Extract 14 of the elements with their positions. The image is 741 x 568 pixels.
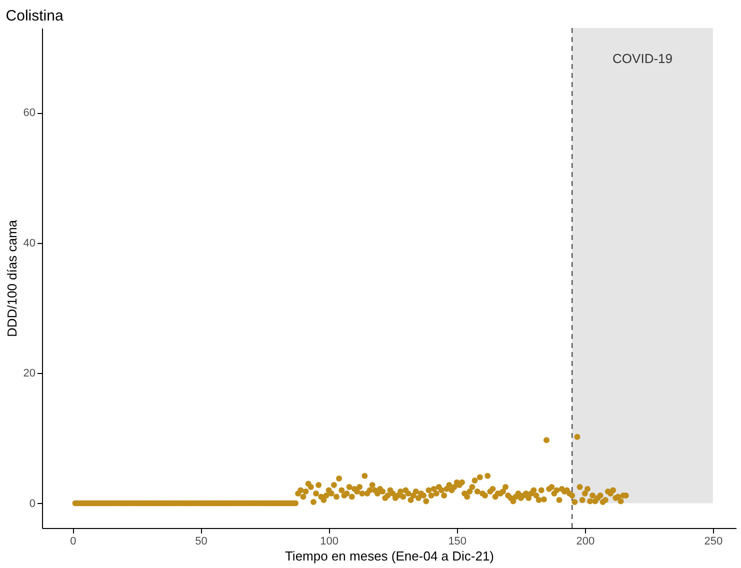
x-tick-label: 100: [320, 536, 338, 548]
y-tick-label: 20: [23, 368, 36, 380]
x-tick-label: 50: [195, 536, 208, 548]
x-tick-label: 150: [448, 536, 467, 548]
band-label: COVID-19: [612, 51, 673, 66]
y-axis-title: DDD/100 días cama: [4, 219, 20, 338]
x-axis-title: Tiempo en meses (Ene-04 a Dic-21): [284, 548, 494, 564]
x-tick-label: 250: [704, 536, 723, 548]
x-tick-label: 0: [70, 536, 76, 548]
chart-title: Colistina: [6, 8, 64, 24]
y-tick-label: 40: [23, 237, 36, 250]
y-tick-label: 60: [23, 107, 36, 120]
x-tick-label: 200: [576, 536, 595, 548]
y-tick-label: 0: [29, 498, 36, 510]
